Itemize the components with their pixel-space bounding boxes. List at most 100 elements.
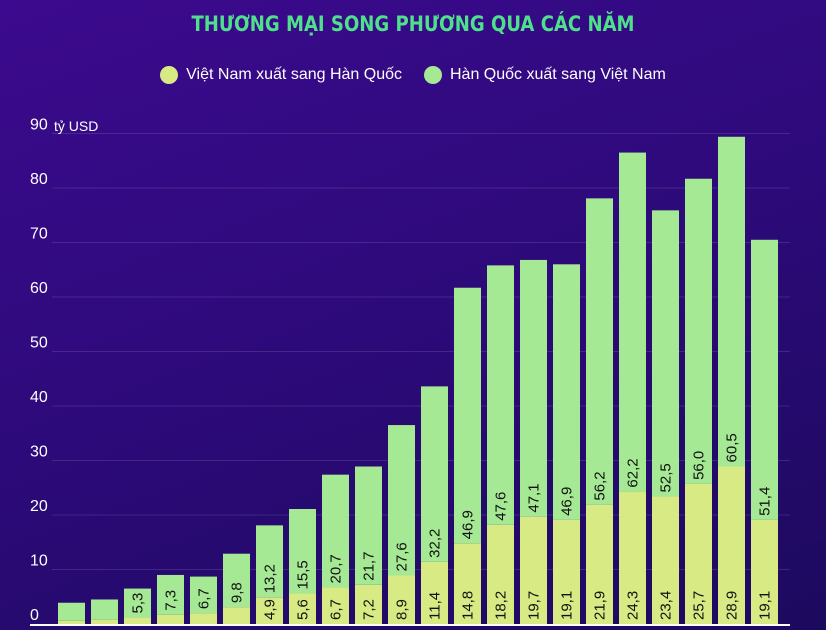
y-tick-label: 30 bbox=[30, 444, 48, 461]
bar-vn-export bbox=[652, 496, 679, 624]
data-label-vn-export: 21,9 bbox=[592, 591, 609, 620]
data-label-kr-export: 47,6 bbox=[493, 492, 510, 521]
y-tick-label: 40 bbox=[30, 389, 48, 406]
data-label-vn-export: 7,2 bbox=[361, 599, 378, 620]
y-tick-label: 70 bbox=[30, 226, 48, 243]
bar-vn-export bbox=[157, 614, 184, 624]
data-label-kr-export: 56,2 bbox=[592, 471, 609, 500]
data-label-vn-export: 11,4 bbox=[427, 592, 444, 620]
data-label-vn-export: 25,7 bbox=[691, 591, 708, 620]
legend-label-kr-export: Hàn Quốc xuất sang Việt Nam bbox=[450, 66, 666, 83]
bar-vn-export bbox=[520, 516, 547, 624]
bar-kr-export bbox=[718, 136, 745, 467]
bar-vn-export bbox=[91, 619, 118, 624]
data-label-kr-export: 46,9 bbox=[559, 487, 576, 516]
y-axis-label: tỷ USD bbox=[54, 118, 99, 134]
data-label-vn-export: 24,3 bbox=[625, 591, 642, 620]
data-label-kr-export: 9,8 bbox=[229, 582, 246, 603]
bar-vn-export bbox=[619, 491, 646, 624]
data-label-vn-export: 14,8 bbox=[460, 591, 477, 620]
bar-kr-export bbox=[520, 259, 547, 517]
bar-kr-export bbox=[223, 553, 250, 608]
data-label-vn-export: 4,9 bbox=[262, 599, 279, 620]
bar-kr-export bbox=[685, 178, 712, 484]
legend-swatch-vn-export bbox=[160, 66, 179, 84]
bar-kr-export bbox=[289, 509, 316, 594]
data-label-kr-export: 62,2 bbox=[625, 458, 642, 487]
bar-vn-export bbox=[223, 607, 250, 624]
bar-vn-export bbox=[289, 593, 316, 624]
y-tick-label: 20 bbox=[30, 498, 48, 515]
data-label-kr-export: 15,5 bbox=[295, 560, 312, 589]
bar-kr-export bbox=[190, 576, 217, 614]
bar-kr-export bbox=[157, 574, 184, 615]
data-label-kr-export: 6,7 bbox=[196, 588, 213, 609]
data-label-kr-export: 52,5 bbox=[658, 463, 675, 492]
data-label-kr-export: 27,6 bbox=[394, 542, 411, 571]
bar-kr-export bbox=[487, 265, 514, 525]
data-label-vn-export: 28,9 bbox=[724, 591, 741, 620]
bar-kr-export bbox=[256, 525, 283, 598]
legend: Việt Nam xuất sang Hàn Quốc Hàn Quốc xuấ… bbox=[0, 66, 826, 84]
data-label-vn-export: 19,7 bbox=[526, 591, 543, 620]
bar-kr-export bbox=[322, 474, 349, 588]
data-label-vn-export: 8,9 bbox=[394, 599, 411, 620]
bar-vn-export bbox=[124, 617, 151, 624]
bar-kr-export bbox=[388, 425, 415, 576]
bar-kr-export bbox=[58, 602, 85, 621]
bar-vn-export bbox=[58, 620, 85, 624]
chart-title: THƯƠNG MẠI SONG PHƯƠNG QUA CÁC NĂM bbox=[191, 12, 635, 36]
legend-item-vn-export: Việt Nam xuất sang Hàn Quốc bbox=[160, 66, 402, 84]
data-label-vn-export: 5,6 bbox=[295, 599, 312, 620]
bar-kr-export bbox=[454, 287, 481, 544]
data-label-kr-export: 51,4 bbox=[757, 487, 774, 516]
data-label-vn-export: 19,1 bbox=[559, 591, 576, 620]
bar-vn-export bbox=[355, 584, 382, 624]
bar-kr-export bbox=[91, 599, 118, 620]
data-label-kr-export: 21,7 bbox=[361, 552, 378, 581]
data-label-vn-export: 23,4 bbox=[658, 591, 675, 620]
data-label-kr-export: 13,2 bbox=[262, 564, 279, 593]
bar-kr-export bbox=[586, 198, 613, 505]
data-label-vn-export: 19,1 bbox=[757, 591, 774, 620]
bar-kr-export bbox=[619, 152, 646, 492]
bar-kr-export bbox=[421, 386, 448, 562]
bar-vn-export bbox=[487, 524, 514, 624]
bar-kr-export bbox=[355, 466, 382, 585]
bar-vn-export bbox=[421, 561, 448, 624]
data-label-kr-export: 5,3 bbox=[130, 593, 147, 614]
bar-vn-export bbox=[586, 504, 613, 624]
bar-vn-export bbox=[718, 466, 745, 624]
bar-kr-export bbox=[124, 588, 151, 618]
legend-label-vn-export: Việt Nam xuất sang Hàn Quốc bbox=[186, 66, 402, 83]
y-tick-label: 60 bbox=[30, 280, 48, 297]
y-tick-label: 90 bbox=[30, 117, 48, 134]
y-tick-label: 0 bbox=[30, 607, 39, 624]
data-label-kr-export: 47,1 bbox=[526, 483, 543, 512]
data-label-vn-export: 6,7 bbox=[328, 599, 345, 620]
y-tick-label: 10 bbox=[30, 553, 48, 570]
data-label-kr-export: 60,5 bbox=[724, 433, 741, 462]
legend-swatch-kr-export bbox=[424, 66, 442, 84]
bar-vn-export bbox=[553, 519, 580, 624]
data-label-kr-export: 32,2 bbox=[427, 529, 444, 558]
data-label-kr-export: 46,9 bbox=[460, 510, 477, 539]
bar-vn-export bbox=[190, 613, 217, 624]
data-label-kr-export: 56,0 bbox=[691, 451, 708, 480]
bar-vn-export bbox=[685, 483, 712, 624]
bar-kr-export bbox=[652, 210, 679, 497]
data-label-kr-export: 20,7 bbox=[328, 554, 345, 583]
data-label-vn-export: 18,2 bbox=[493, 591, 510, 620]
bar-vn-export bbox=[751, 519, 778, 624]
bar-vn-export bbox=[256, 597, 283, 624]
legend-item-kr-export: Hàn Quốc xuất sang Việt Nam bbox=[424, 66, 666, 84]
bar-kr-export bbox=[751, 239, 778, 520]
bar-vn-export bbox=[322, 587, 349, 624]
bar-kr-export bbox=[553, 264, 580, 520]
y-tick-label: 80 bbox=[30, 171, 48, 188]
y-tick-label: 50 bbox=[30, 335, 48, 352]
data-label-kr-export: 7,3 bbox=[163, 590, 180, 611]
bar-vn-export bbox=[454, 543, 481, 624]
bar-vn-export bbox=[388, 575, 415, 624]
